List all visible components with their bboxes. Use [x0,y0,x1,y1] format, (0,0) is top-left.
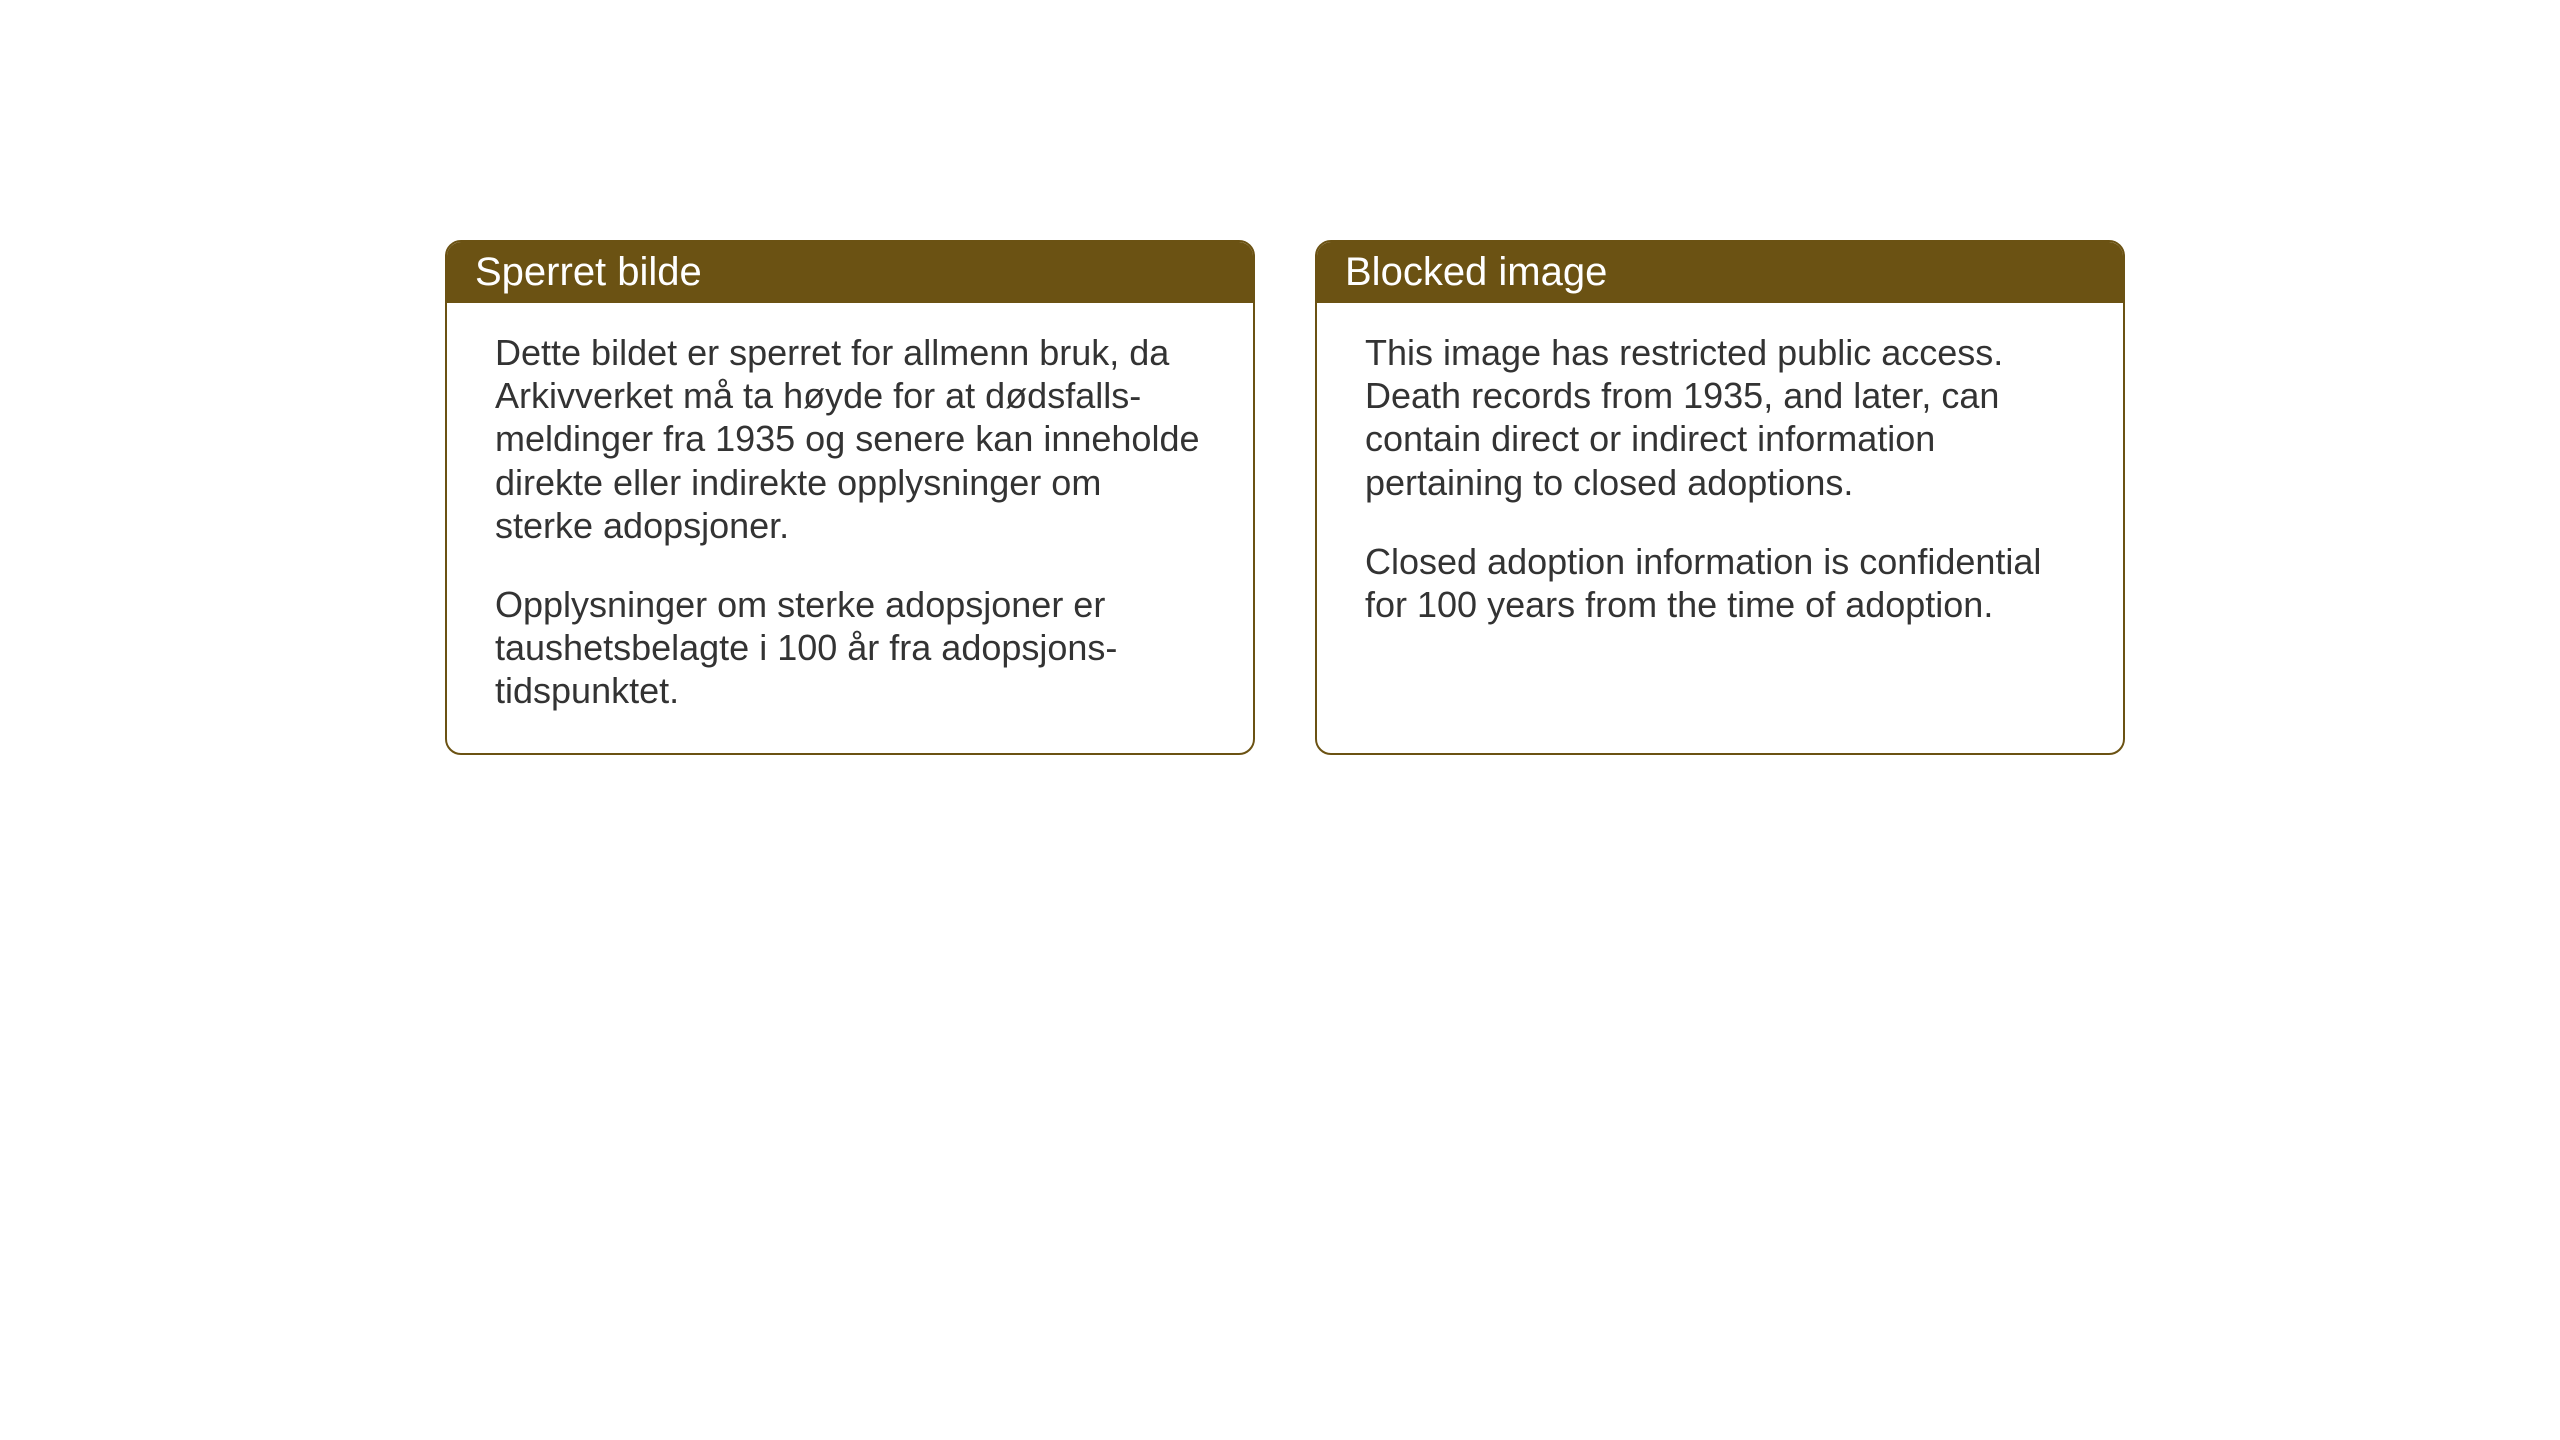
card-header-english: Blocked image [1317,242,2123,303]
card-paragraph-2-english: Closed adoption information is confident… [1365,540,2075,626]
card-body-english: This image has restricted public access.… [1317,303,2123,666]
notice-card-english: Blocked image This image has restricted … [1315,240,2125,755]
card-paragraph-2-norwegian: Opplysninger om sterke adopsjoner er tau… [495,583,1205,713]
card-title-norwegian: Sperret bilde [475,250,702,294]
card-paragraph-1-english: This image has restricted public access.… [1365,331,2075,504]
notice-card-norwegian: Sperret bilde Dette bildet er sperret fo… [445,240,1255,755]
card-body-norwegian: Dette bildet er sperret for allmenn bruk… [447,303,1253,753]
card-paragraph-1-norwegian: Dette bildet er sperret for allmenn bruk… [495,331,1205,547]
card-header-norwegian: Sperret bilde [447,242,1253,303]
card-title-english: Blocked image [1345,250,1607,294]
notice-cards-container: Sperret bilde Dette bildet er sperret fo… [445,240,2125,755]
